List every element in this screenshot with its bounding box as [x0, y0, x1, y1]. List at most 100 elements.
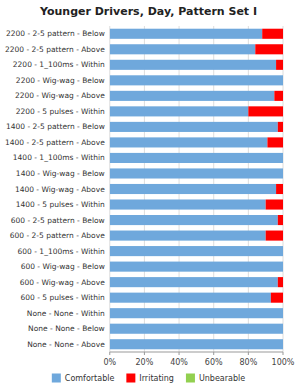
legend: Comfortable Irritating Unbearable [52, 374, 245, 383]
bar-segment [110, 60, 276, 70]
bar-segment [110, 246, 283, 256]
bars [110, 29, 283, 350]
category-label: 600 - 2-5 pattern - Below [11, 216, 105, 225]
bar-segment [266, 199, 283, 209]
bar-segment [283, 153, 284, 163]
bar-segment [262, 29, 283, 39]
bar-segment [278, 122, 283, 132]
grid [110, 26, 283, 352]
category-label: 2200 - Wig-wag - Below [16, 76, 105, 85]
bar-segment [110, 277, 278, 287]
category-label: 600 - Wig-wag - Above [20, 278, 105, 287]
title: Younger Drivers, Day, Pattern Set I [39, 5, 257, 18]
tick-label: 60% [205, 358, 223, 367]
legend-swatch [126, 374, 135, 383]
bar-segment [110, 153, 283, 163]
chart: Younger Drivers, Day, Pattern Set I 2200 … [0, 0, 297, 388]
bar-segment [271, 293, 283, 303]
bar-segment [278, 215, 283, 225]
bar-segment [283, 215, 284, 225]
category-label: 2200 - 2-5 pattern - Below [6, 29, 105, 38]
legend-label: Comfortable [65, 374, 115, 383]
bar-segment [110, 91, 275, 101]
bar-segment [283, 137, 284, 147]
bar-segment [110, 231, 266, 241]
bar-segment [110, 168, 283, 178]
bar-segment [283, 75, 284, 85]
bar-segment [283, 75, 284, 85]
bar-segment [283, 308, 284, 318]
bar-segment [267, 137, 283, 147]
bar-segment [110, 75, 283, 85]
bar-segment [283, 44, 284, 54]
bar-segment [283, 277, 284, 287]
bar-segment [283, 168, 284, 178]
bar-segment [283, 324, 284, 334]
category-label: 2200 - 5 pulses - Within [16, 107, 105, 116]
bar-segment [110, 44, 256, 54]
category-label: 1400 - 2-5 pattern - Above [5, 138, 105, 147]
category-label: 600 - 5 pulses - Within [20, 293, 105, 302]
bar-segment [283, 168, 284, 178]
bar-segment [276, 184, 283, 194]
bar-segment [283, 29, 284, 39]
category-label: 1400 - 5 pulses - Within [16, 200, 105, 209]
category-label: None - None - Above [27, 340, 105, 349]
tick-label: 80% [239, 358, 257, 367]
bar-segment [110, 262, 283, 272]
bar-segment [110, 308, 283, 318]
bar-segment [110, 122, 278, 132]
category-label: 2200 - Wig-wag - Above [15, 91, 105, 100]
bar-segment [110, 293, 271, 303]
bar-segment [283, 153, 284, 163]
bar-segment [283, 293, 284, 303]
bar-segment [248, 106, 283, 116]
category-label: 1400 - Wig-wag - Above [15, 185, 105, 194]
bar-segment [283, 246, 284, 256]
bar-segment [274, 91, 283, 101]
bar-segment [110, 339, 283, 349]
bar-segment [110, 324, 283, 334]
bar-segment [283, 122, 284, 132]
tick-label: 40% [170, 358, 188, 367]
x-axis [110, 352, 283, 353]
category-label: 1400 - Wig-wag - Below [16, 169, 105, 178]
bar-segment [283, 106, 284, 116]
bar-segment [283, 199, 284, 209]
category-label: 1400 - 1_100ms - Within [13, 153, 105, 162]
bar-segment [283, 308, 284, 318]
category-label: 2200 - 1_100ms - Within [13, 60, 105, 69]
bar-segment [283, 246, 284, 256]
bar-segment [278, 277, 283, 287]
bar-segment [283, 231, 284, 241]
bar-segment [283, 262, 284, 272]
tick-label: 0% [103, 358, 116, 367]
legend-label: Unbearable [199, 374, 245, 383]
bar-segment [283, 91, 284, 101]
bar-segment [110, 137, 268, 147]
category-label: 600 - 1_100ms - Within [18, 247, 105, 256]
category-label: 2200 - 2-5 pattern - Above [5, 45, 105, 54]
bar-segment [276, 60, 283, 70]
bar-segment [283, 339, 284, 349]
category-label: 600 - 2-5 pattern - Above [10, 231, 105, 240]
bar-segment [110, 29, 262, 39]
legend-swatch [186, 374, 195, 383]
bar-segment [110, 184, 276, 194]
bar-segment [110, 106, 249, 116]
legend-swatch [52, 374, 61, 383]
bar-segment [283, 60, 284, 70]
category-label: None - None - Within [27, 309, 105, 318]
category-label: 1400 - 2-5 pattern - Below [6, 122, 105, 131]
bar-segment [110, 215, 278, 225]
bar-segment [283, 184, 284, 194]
tick-label: 100% [272, 358, 295, 367]
bar-segment [283, 262, 284, 272]
bar-segment [283, 339, 284, 349]
category-label: 600 - Wig-wag - Below [21, 262, 105, 271]
bar-segment [283, 324, 284, 334]
bar-segment [255, 44, 283, 54]
tick-label: 20% [136, 358, 154, 367]
bar-segment [110, 199, 266, 209]
legend-label: Irritating [139, 374, 174, 383]
